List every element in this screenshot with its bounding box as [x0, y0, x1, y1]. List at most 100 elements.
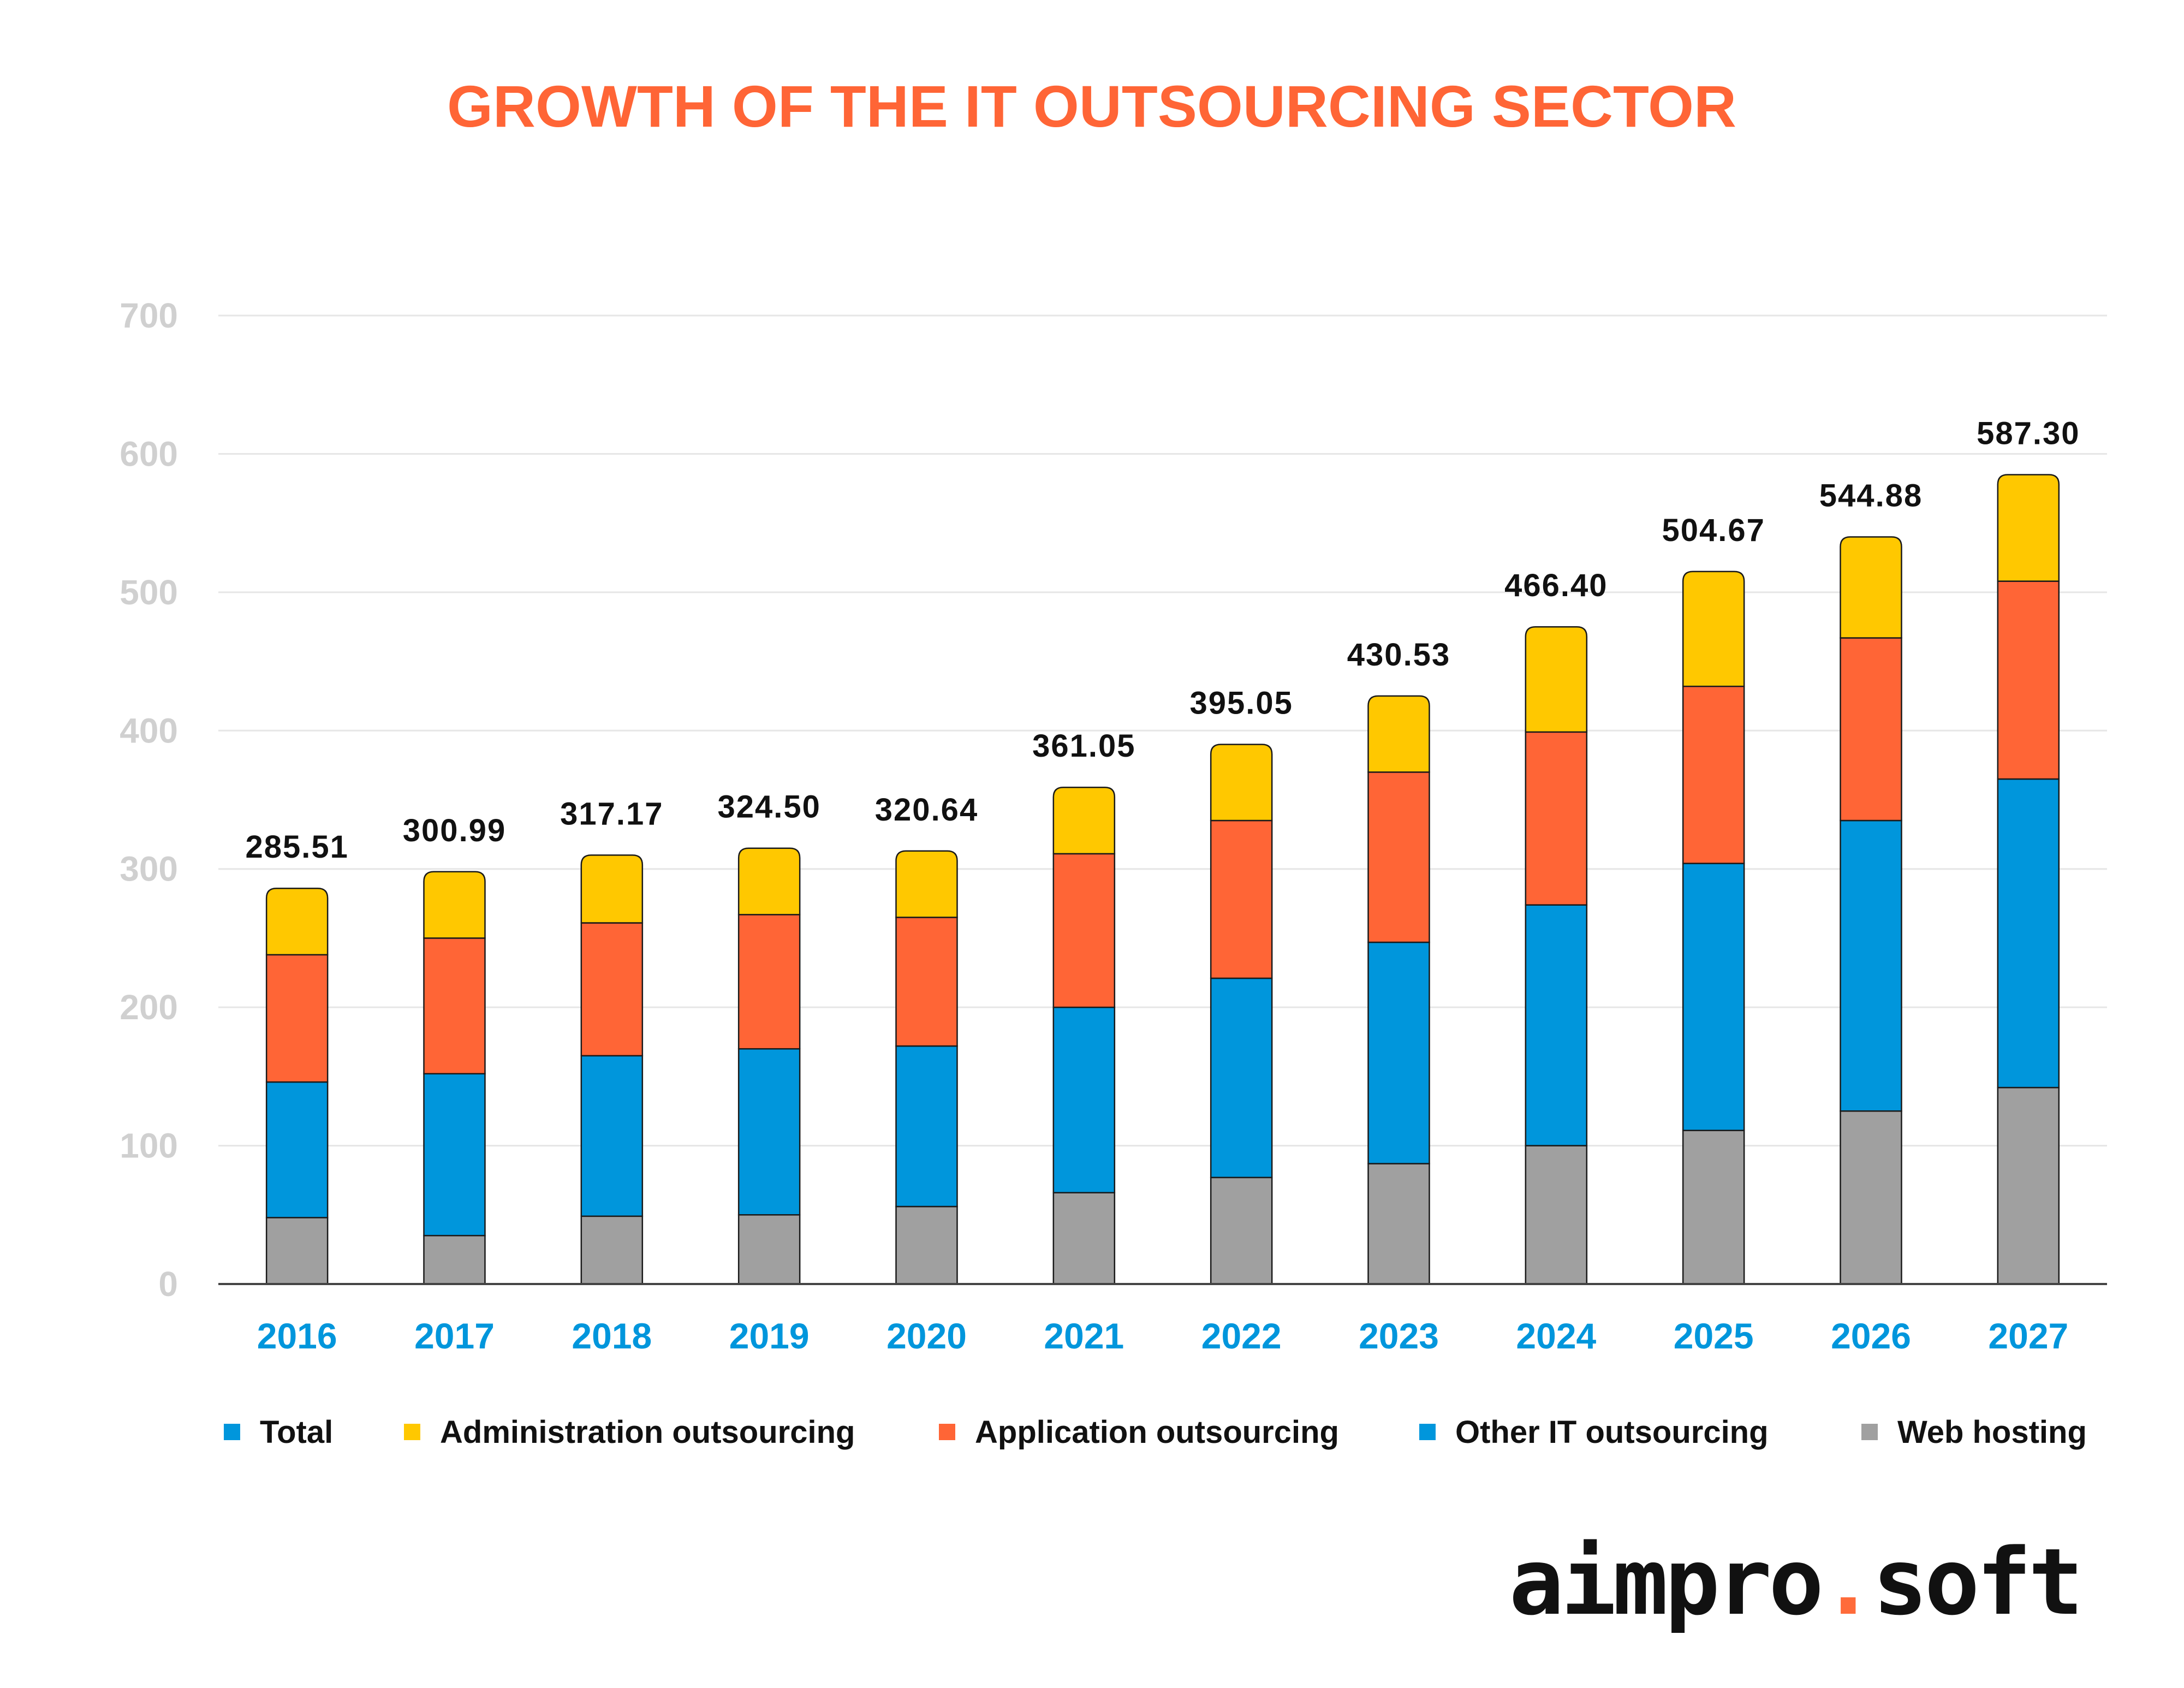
legend-swatch-web-hosting	[1861, 1424, 1878, 1440]
bar-2025-web-hosting	[1682, 1130, 1745, 1285]
legend-swatch-total	[224, 1424, 240, 1440]
legend-item-application: Application outsourcing	[939, 1407, 1339, 1457]
bar-2025-other-it-outsourcing	[1682, 863, 1745, 1131]
brand-logo-part1: aimpro	[1509, 1529, 1824, 1636]
bar-2021-web-hosting	[1052, 1192, 1116, 1285]
x-label-2022: 2022	[1201, 1316, 1282, 1356]
legend-item-other-it: Other IT outsourcing	[1419, 1407, 1769, 1457]
x-axis-labels: 2016 2017 2018 2019 2020 2021 2022 2023 2024 2025…	[257, 1316, 2068, 1356]
y-tick-100: 100	[120, 1126, 178, 1166]
bar-2018-web-hosting	[580, 1215, 644, 1285]
bar-2027-other-it-outsourcing	[1997, 778, 2060, 1089]
x-label-2027: 2027	[1988, 1316, 2068, 1356]
bar-2019-web-hosting	[737, 1214, 801, 1285]
x-label-2020: 2020	[886, 1316, 967, 1356]
bar-2017-application-outsourcing	[423, 937, 486, 1075]
bar-2020-web-hosting	[895, 1205, 958, 1285]
bar-2022-other-it-outsourcing	[1210, 977, 1273, 1179]
bar-2026-application-outsourcing	[1840, 637, 1902, 822]
y-tick-200: 200	[120, 988, 178, 1027]
bar-2019-administration-outsourcing	[737, 847, 801, 916]
y-tick-0: 0	[158, 1264, 178, 1304]
chart-title: GROWTH OF THE IT OUTSOURCING SECTOR	[447, 73, 1736, 139]
x-label-2021: 2021	[1044, 1316, 1124, 1356]
total-label-2019: 324.50	[717, 789, 820, 825]
bar-2023-web-hosting	[1367, 1163, 1430, 1285]
bar-2024-web-hosting	[1525, 1145, 1588, 1285]
bar-2024-administration-outsourcing	[1525, 626, 1588, 733]
y-tick-600: 600	[120, 434, 178, 473]
x-label-2016: 2016	[257, 1316, 337, 1356]
bar-2017-administration-outsourcing	[423, 871, 486, 939]
bar-2022-application-outsourcing	[1210, 819, 1273, 979]
total-label-2024: 466.40	[1504, 568, 1608, 603]
bar-2018-application-outsourcing	[580, 922, 644, 1057]
bar-2021-administration-outsourcing	[1052, 786, 1116, 855]
total-label-2017: 300.99	[403, 813, 506, 848]
y-tick-300: 300	[120, 849, 178, 889]
legend-swatch-other-it	[1419, 1424, 1436, 1440]
y-tick-500: 500	[120, 573, 178, 612]
total-label-2025: 504.67	[1662, 513, 1765, 548]
x-label-2023: 2023	[1359, 1316, 1439, 1356]
bar-2021-other-it-outsourcing	[1052, 1006, 1116, 1193]
y-tick-700: 700	[120, 296, 178, 335]
total-label-2027: 587.30	[1977, 415, 2080, 451]
legend-swatch-administration	[404, 1424, 420, 1440]
legend-label-web-hosting: Web hosting	[1897, 1414, 2087, 1450]
brand-logo: aimpro.soft	[1509, 1529, 2084, 1636]
bar-2019-other-it-outsourcing	[737, 1048, 801, 1216]
bar-2025-application-outsourcing	[1682, 685, 1745, 864]
bar-2027-web-hosting	[1997, 1086, 2060, 1285]
legend-item-administration: Administration outsourcing	[404, 1407, 855, 1457]
bar-2016-other-it-outsourcing	[265, 1081, 329, 1219]
total-label-2021: 361.05	[1032, 728, 1135, 764]
x-label-2019: 2019	[729, 1316, 810, 1356]
bar-2023-application-outsourcing	[1367, 771, 1430, 943]
bar-2018-administration-outsourcing	[580, 854, 644, 924]
bar-2016-administration-outsourcing	[265, 887, 329, 956]
legend-label-other-it: Other IT outsourcing	[1455, 1414, 1769, 1450]
y-tick-400: 400	[120, 711, 178, 750]
legend-item-total: Total	[224, 1407, 333, 1457]
total-label-2026: 544.88	[1819, 478, 1923, 513]
gridlines	[218, 314, 2107, 1147]
x-label-2025: 2025	[1674, 1316, 1754, 1356]
bar-2024-other-it-outsourcing	[1525, 904, 1588, 1146]
bar-2016-application-outsourcing	[265, 954, 329, 1083]
bar-2019-application-outsourcing	[737, 914, 801, 1050]
bar-2016-web-hosting	[265, 1217, 329, 1285]
x-label-2018: 2018	[572, 1316, 652, 1356]
bars	[265, 474, 2060, 1285]
total-labels: 285.51 300.99 317.17 324.50 320.64 361.05 395.…	[245, 415, 2080, 865]
total-label-2022: 395.05	[1189, 686, 1293, 721]
y-axis-ticks: 0 100 200 300 400 500 600 700	[120, 296, 178, 1304]
bar-2017-other-it-outsourcing	[423, 1073, 486, 1237]
bar-2020-other-it-outsourcing	[895, 1045, 958, 1208]
total-label-2020: 320.64	[875, 792, 978, 828]
legend-label-administration: Administration outsourcing	[440, 1414, 855, 1450]
bar-2022-administration-outsourcing	[1210, 744, 1273, 822]
bar-2017-web-hosting	[423, 1235, 486, 1285]
bar-2018-other-it-outsourcing	[580, 1055, 644, 1217]
bar-2021-application-outsourcing	[1052, 853, 1116, 1008]
legend-swatch-application	[939, 1424, 955, 1440]
brand-logo-part2: soft	[1872, 1529, 2084, 1636]
brand-logo-dot: .	[1820, 1529, 1876, 1636]
legend: Total Administration outsourcing Applica…	[224, 1407, 2087, 1457]
legend-label-total: Total	[260, 1414, 334, 1450]
x-label-2024: 2024	[1516, 1316, 1596, 1356]
legend-label-application: Application outsourcing	[975, 1414, 1339, 1450]
bar-2020-administration-outsourcing	[895, 850, 958, 918]
bar-2024-application-outsourcing	[1525, 731, 1588, 906]
bar-2022-web-hosting	[1210, 1176, 1273, 1285]
bar-2027-administration-outsourcing	[1997, 474, 2060, 582]
bar-2026-other-it-outsourcing	[1840, 819, 1902, 1112]
bar-2026-administration-outsourcing	[1840, 536, 1902, 639]
total-label-2023: 430.53	[1347, 637, 1450, 673]
bar-2020-application-outsourcing	[895, 917, 958, 1047]
legend-item-web-hosting: Web hosting	[1861, 1407, 2087, 1457]
bar-2025-administration-outsourcing	[1682, 570, 1745, 687]
bar-2027-application-outsourcing	[1997, 580, 2060, 780]
